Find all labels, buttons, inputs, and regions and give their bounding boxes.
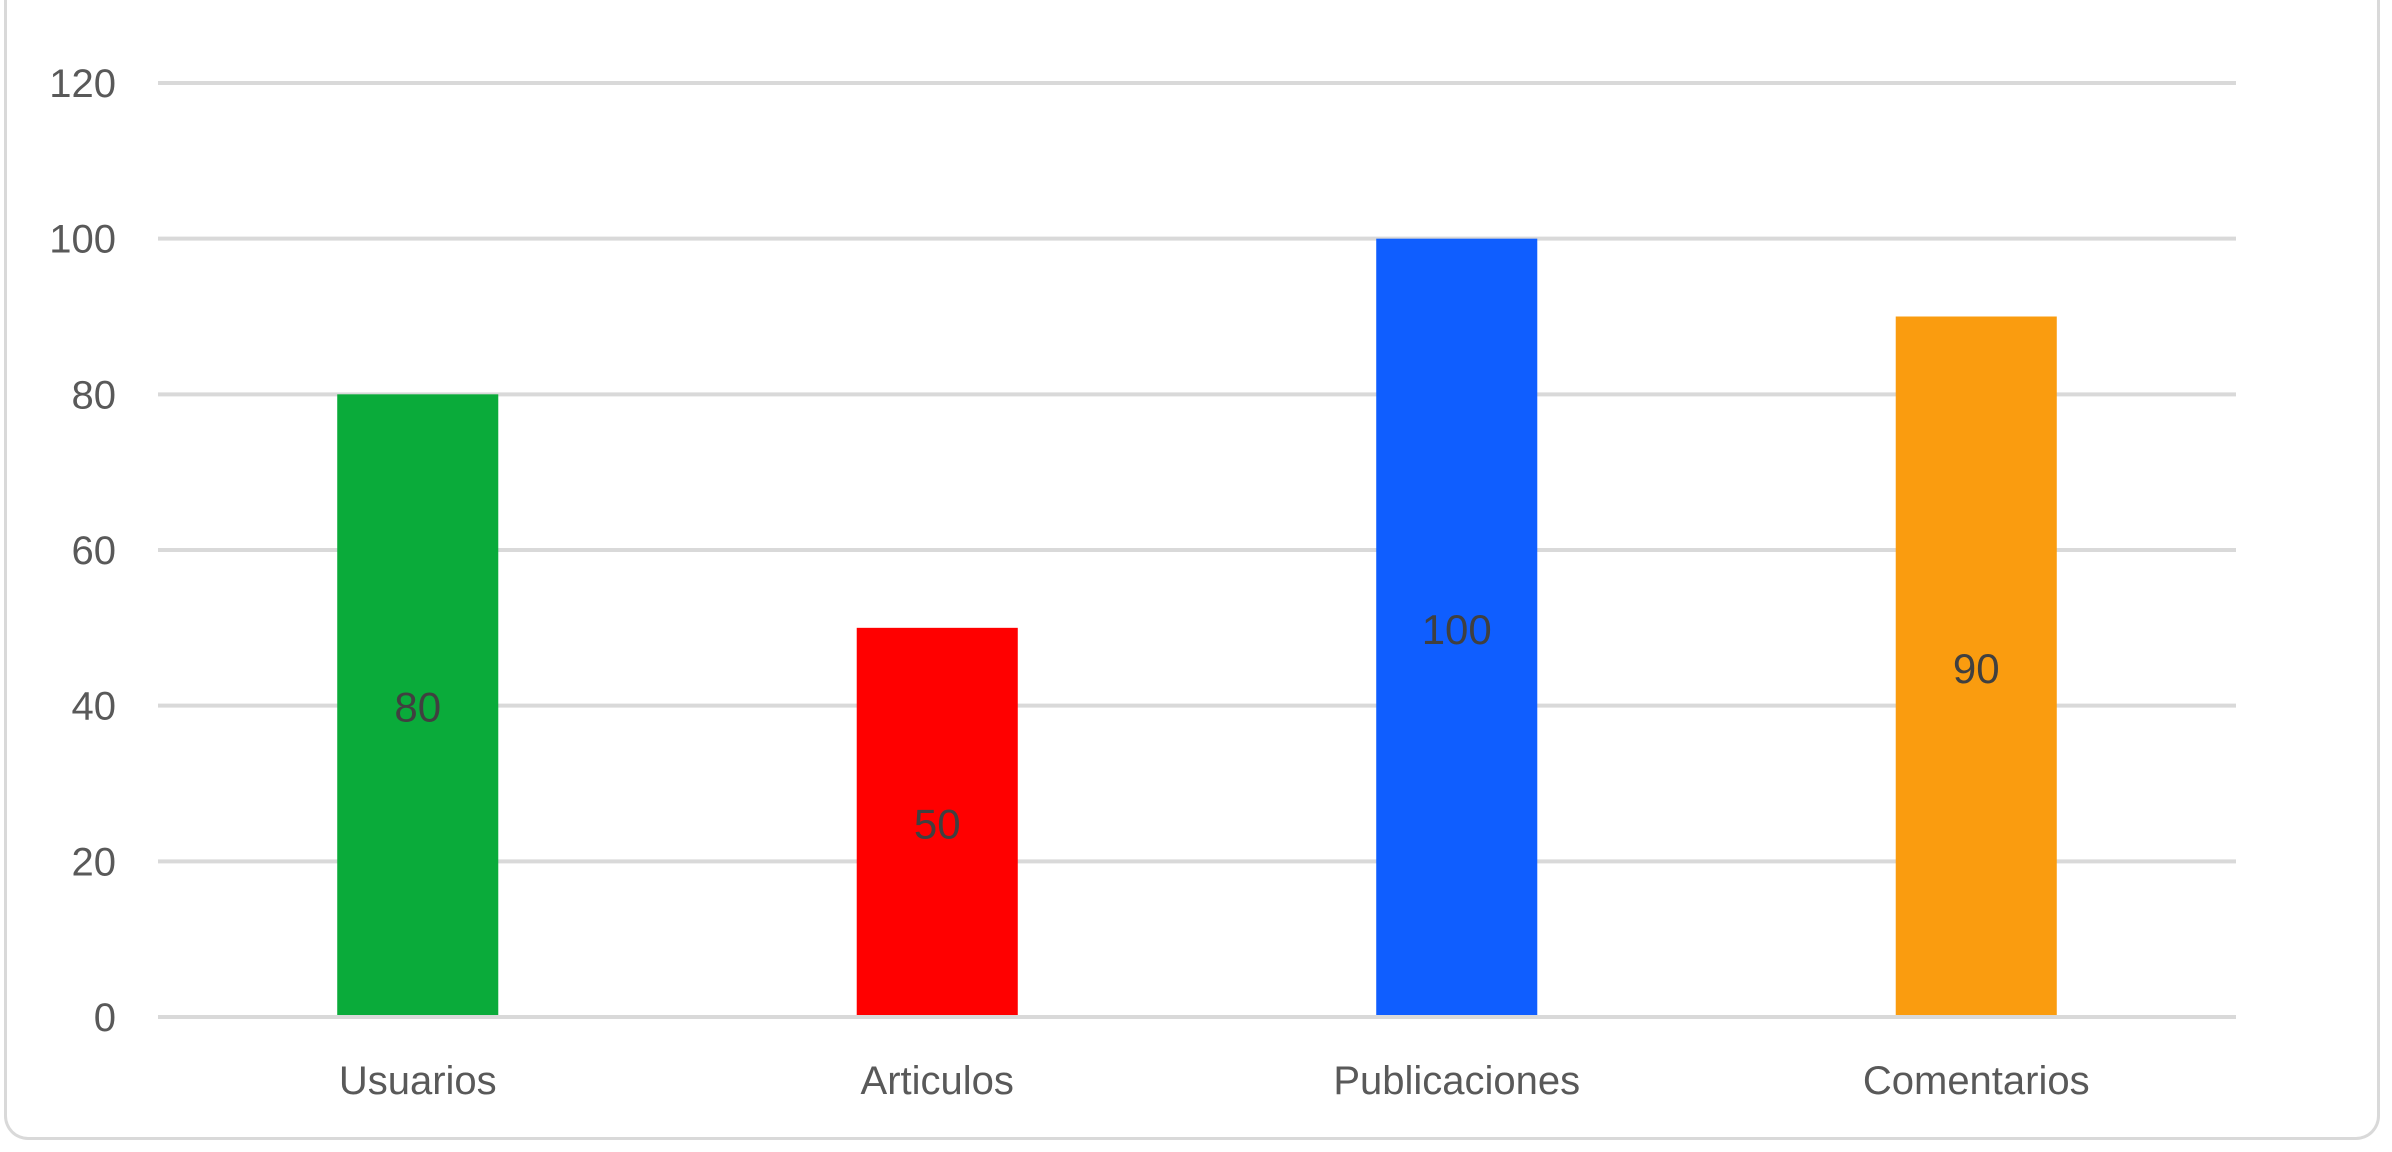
category-label: Comentarios (1863, 1059, 2090, 1103)
gridlines (158, 81, 2236, 864)
y-tick-label: 120 (49, 62, 116, 106)
data-labels: 80 50 100 90 (394, 606, 1999, 848)
category-label: Usuarios (339, 1059, 497, 1103)
bar-publicaciones (1376, 238, 1538, 1017)
data-label: 80 (394, 684, 441, 731)
category-labels: Usuarios Articulos Publicaciones Comentario… (339, 1059, 2090, 1103)
category-label: Articulos (861, 1059, 1014, 1103)
y-tick-label: 60 (72, 529, 117, 573)
category-label: Publicaciones (1333, 1059, 1580, 1103)
bars (337, 238, 2057, 1017)
y-tick-label: 100 (49, 218, 116, 262)
y-tick-label: 40 (72, 685, 117, 729)
y-axis-tick-labels: 0 20 40 60 80 100 120 (49, 62, 116, 1040)
data-label: 100 (1422, 606, 1492, 653)
data-label: 50 (914, 800, 961, 847)
bar-comentarios (1895, 316, 2057, 1017)
data-label: 90 (1953, 645, 2000, 692)
bar-usuarios (337, 394, 499, 1017)
y-tick-label: 0 (94, 996, 116, 1040)
bar-articulos (856, 627, 1018, 1017)
y-tick-label: 80 (72, 373, 117, 417)
y-tick-label: 20 (72, 840, 117, 884)
